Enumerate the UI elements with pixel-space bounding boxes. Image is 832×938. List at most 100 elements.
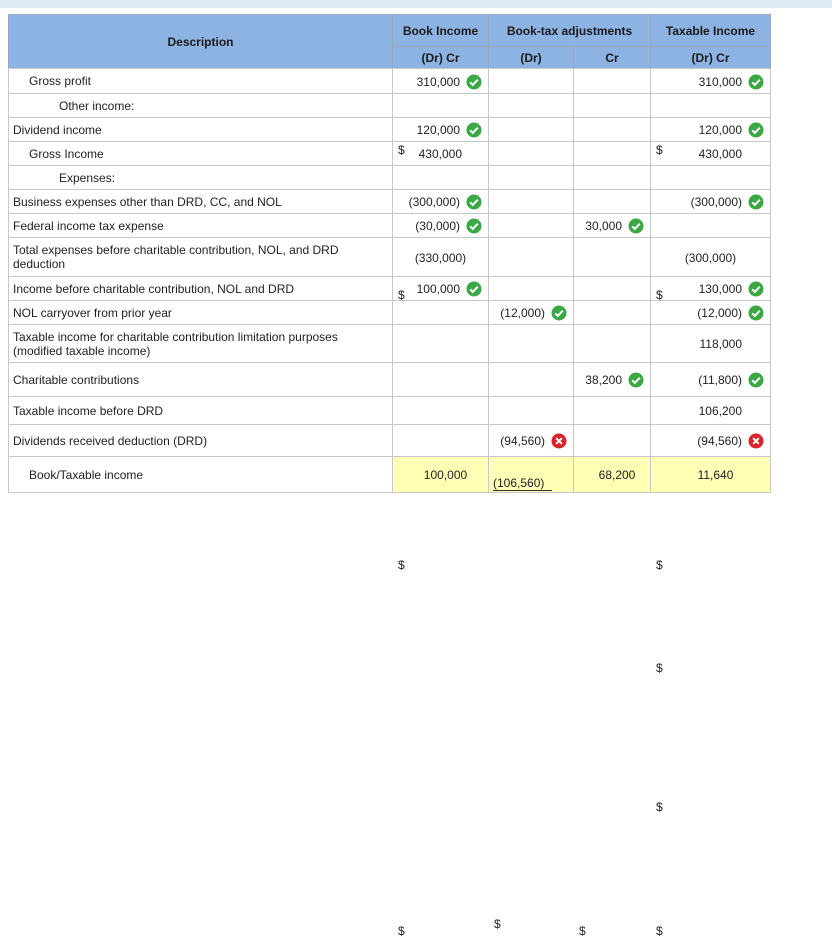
check-icon — [466, 281, 482, 297]
value-cell: $11,640 — [650, 456, 771, 938]
cell-value: 100,000 — [416, 282, 460, 296]
value-cell: (12,000) — [488, 300, 574, 325]
cell-value: (300,000) — [690, 195, 742, 209]
row-label: Total expenses before charitable contrib… — [8, 237, 393, 277]
cell-value: (300,000) — [408, 195, 460, 209]
value-cell: $310,000 — [392, 68, 489, 157]
value-cell: (12,000) — [650, 300, 771, 325]
value-cell — [488, 93, 574, 118]
top-strip — [0, 0, 832, 8]
value-cell — [650, 165, 771, 190]
value-cell: $100,000 — [392, 456, 489, 938]
error-icon — [748, 433, 764, 449]
cell-value: (106,560) — [493, 476, 553, 491]
value-cell: (30,000) — [392, 213, 489, 238]
value-cell: (300,000) — [650, 237, 771, 277]
cell-value: (94,560) — [697, 434, 742, 448]
value-cell — [392, 93, 489, 118]
value-cell — [573, 165, 651, 190]
header-cell: (Dr) Cr — [392, 46, 489, 69]
currency-sign: $ — [398, 288, 405, 302]
row-label: Gross profit — [8, 68, 393, 94]
value-cell: $68,200 — [573, 456, 651, 938]
check-icon — [466, 194, 482, 210]
row-label: Dividend income — [8, 117, 393, 142]
cell-value: (12,000) — [500, 306, 545, 320]
value-cell — [488, 117, 574, 142]
header-cell: Book Income — [392, 14, 489, 47]
cell-value: 38,200 — [585, 373, 622, 387]
cell-value: 430,000 — [418, 147, 462, 161]
value-cell — [573, 324, 651, 363]
value-cell — [488, 276, 574, 301]
value-cell: (94,560) — [650, 424, 771, 457]
check-icon — [628, 372, 644, 388]
currency-sign: $ — [656, 288, 663, 302]
cell-value: (300,000) — [684, 250, 737, 265]
value-cell — [573, 424, 651, 457]
value-cell — [573, 68, 651, 94]
value-cell: (94,560) — [488, 424, 574, 457]
value-cell — [488, 68, 574, 94]
value-cell — [573, 93, 651, 118]
cell-value: 30,000 — [585, 219, 622, 233]
header-cell: Description — [8, 14, 393, 69]
row-label: Federal income tax expense — [8, 213, 393, 238]
cell-value: 106,200 — [698, 404, 742, 418]
row-label: Taxable income for charitable contributi… — [8, 324, 393, 363]
value-cell: $310,000 — [650, 68, 771, 157]
currency-sign: $ — [656, 661, 663, 675]
cell-value: 310,000 — [698, 74, 742, 89]
value-cell — [392, 396, 489, 425]
currency-sign: $ — [579, 924, 586, 938]
cell-value: 430,000 — [698, 147, 742, 161]
currency-sign: $ — [656, 800, 663, 814]
value-cell — [573, 189, 651, 214]
row-label: Gross Income — [8, 141, 393, 166]
value-cell — [488, 141, 574, 166]
value-cell — [573, 141, 651, 166]
value-cell: $130,000 — [650, 276, 771, 572]
value-cell: (11,800) — [650, 362, 771, 397]
currency-sign: $ — [656, 142, 663, 157]
value-cell: (300,000) — [650, 189, 771, 214]
cell-value: 11,640 — [697, 468, 734, 482]
check-icon — [748, 122, 764, 138]
value-cell — [392, 324, 489, 363]
value-cell: $430,000 — [392, 141, 489, 302]
value-cell — [488, 324, 574, 363]
value-cell: 120,000 — [650, 117, 771, 142]
currency-sign: $ — [656, 924, 663, 938]
check-icon — [748, 74, 764, 90]
value-cell: $106,200 — [650, 396, 771, 814]
value-cell — [573, 117, 651, 142]
check-icon — [466, 74, 482, 90]
header-cell: Taxable Income — [650, 14, 771, 47]
cell-value: (12,000) — [697, 306, 742, 320]
header-cell: Book-tax adjustments — [488, 14, 651, 47]
value-cell — [488, 189, 574, 214]
value-cell — [488, 213, 574, 238]
value-cell — [488, 237, 574, 277]
value-cell — [392, 424, 489, 457]
header-cell: (Dr) — [488, 46, 574, 69]
check-icon — [748, 305, 764, 321]
row-label: Dividends received deduction (DRD) — [8, 424, 393, 457]
check-icon — [466, 122, 482, 138]
check-icon — [466, 218, 482, 234]
value-cell — [573, 237, 651, 277]
value-cell — [650, 213, 771, 238]
row-label: NOL carryover from prior year — [8, 300, 393, 325]
check-icon — [551, 305, 567, 321]
value-cell: $430,000 — [650, 141, 771, 302]
cell-value: 68,200 — [598, 468, 636, 482]
value-cell: 120,000 — [392, 117, 489, 142]
header-cell: (Dr) Cr — [650, 46, 771, 69]
row-label: Taxable income before DRD — [8, 396, 393, 425]
check-icon — [748, 372, 764, 388]
cell-value: 130,000 — [698, 282, 742, 296]
value-cell: 30,000 — [573, 213, 651, 238]
cell-value: 310,000 — [416, 74, 460, 89]
error-icon — [551, 433, 567, 449]
